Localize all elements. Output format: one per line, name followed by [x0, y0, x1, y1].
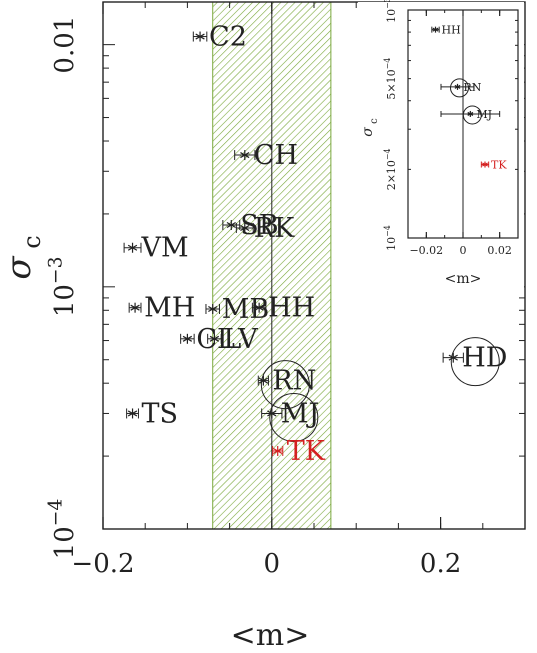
inset-y-axis-label-subscript: c: [369, 118, 380, 124]
data-point: SB: [222, 210, 279, 241]
asterisk-marker: [240, 150, 250, 161]
x-tick-label: 0: [460, 244, 467, 257]
point-label: C2: [209, 22, 247, 53]
data-point: TK: [272, 436, 326, 467]
data-point: HH: [431, 24, 461, 37]
y-tick-base: 5×10: [385, 69, 398, 99]
asterisk-marker: [482, 161, 488, 168]
asterisk-marker: [267, 408, 277, 419]
inset-data-points: HH RN MJ TK: [431, 24, 507, 172]
asterisk-marker: [258, 375, 269, 386]
highlight-circle: [462, 105, 482, 125]
point-label: MJ: [281, 398, 319, 429]
asterisk-marker: [240, 222, 250, 233]
x-tick-label: −0.2: [71, 549, 134, 579]
y-tick-label: 0.01: [50, 16, 80, 74]
point-label: TK: [287, 436, 326, 467]
asterisk-marker: [467, 110, 474, 117]
highlight-circle: [450, 78, 469, 98]
data-point: CH: [234, 140, 298, 171]
inset-x-axis-label: <m>: [445, 271, 482, 287]
point-label: RN: [464, 81, 482, 94]
inset-y-axis-label-symbol: σ: [360, 127, 376, 137]
asterisk-marker: [130, 302, 140, 313]
asterisk-marker: [454, 83, 461, 90]
y-tick-base: 10: [50, 284, 80, 317]
data-point: HH: [251, 293, 315, 324]
inset-background: [358, 2, 524, 288]
data-point: MJ: [261, 392, 319, 442]
highlight-circle: [260, 360, 310, 410]
point-label: RK: [254, 213, 295, 244]
point-label: MJ: [476, 108, 492, 121]
data-point: MH: [128, 293, 195, 324]
point-label: CH: [254, 140, 298, 171]
y-tick-base: 2×10: [385, 160, 398, 190]
y-tick-label: 10−4: [45, 499, 80, 560]
y-tick-exponent: −4: [383, 58, 392, 70]
point-label: SB: [240, 210, 278, 241]
asterisk-marker: [448, 352, 458, 363]
x-tick-label: 0: [264, 549, 281, 579]
asterisk-marker: [209, 333, 220, 344]
y-tick-label: 10−4: [383, 225, 398, 251]
point-label: TK: [491, 159, 507, 172]
point-label: LV: [223, 324, 258, 355]
y-tick-exponent: −3: [45, 256, 66, 284]
data-point: TK: [480, 159, 507, 172]
x-tick-label: 0.2: [420, 549, 461, 579]
y-axis-label: σ c: [0, 235, 46, 279]
y-tick-label: 10−3: [45, 256, 80, 317]
data-point: RN: [440, 78, 482, 98]
point-label: MH: [144, 293, 195, 324]
y-tick-base: 0.01: [50, 16, 80, 74]
x-tick-label: 0.02: [487, 244, 512, 257]
y-tick-label: 5×10−4: [383, 58, 398, 100]
y-tick-exponent: −4: [383, 148, 392, 160]
y-axis-label-subscript: c: [18, 235, 46, 248]
data-point: RN: [257, 360, 316, 410]
point-label: HH: [442, 24, 461, 37]
data-point: RK: [235, 213, 295, 244]
data-point: TS: [126, 398, 179, 429]
highlight-circle: [269, 392, 319, 442]
y-tick-label: 10−3: [383, 0, 398, 23]
data-point: C2: [192, 22, 247, 53]
asterisk-marker: [195, 31, 205, 42]
y-tick-base: 10: [385, 237, 398, 251]
y-tick-base: 10: [385, 9, 398, 23]
asterisk-marker: [127, 408, 138, 419]
y-tick-base: 10: [50, 526, 80, 559]
point-label: TS: [142, 398, 179, 429]
asterisk-marker: [432, 26, 439, 33]
asterisk-marker: [254, 302, 264, 313]
point-label: RN: [272, 366, 316, 397]
data-point: LV: [207, 324, 258, 355]
y-tick-label: 2×10−4: [383, 148, 398, 190]
data-point: HD: [442, 337, 507, 387]
point-label: VM: [141, 233, 189, 264]
y-tick-exponent: −4: [383, 225, 392, 237]
y-tick-exponent: −4: [45, 499, 66, 527]
data-point: MJ: [440, 105, 501, 125]
y-axis-label-symbol: σ: [0, 256, 39, 280]
asterisk-marker: [208, 303, 218, 314]
asterisk-marker: [226, 220, 236, 231]
asterisk-marker: [182, 333, 193, 344]
point-label: HH: [268, 293, 315, 324]
y-tick-exponent: −3: [383, 0, 392, 9]
data-point: VM: [123, 233, 189, 264]
asterisk-marker: [127, 242, 138, 253]
point-label: HD: [462, 343, 507, 374]
data-point: CL: [180, 324, 235, 355]
x-axis-label: <m>: [231, 618, 310, 653]
x-tick-label: −0.02: [409, 244, 443, 257]
asterisk-marker: [273, 445, 283, 456]
highlight-circle: [450, 337, 500, 387]
